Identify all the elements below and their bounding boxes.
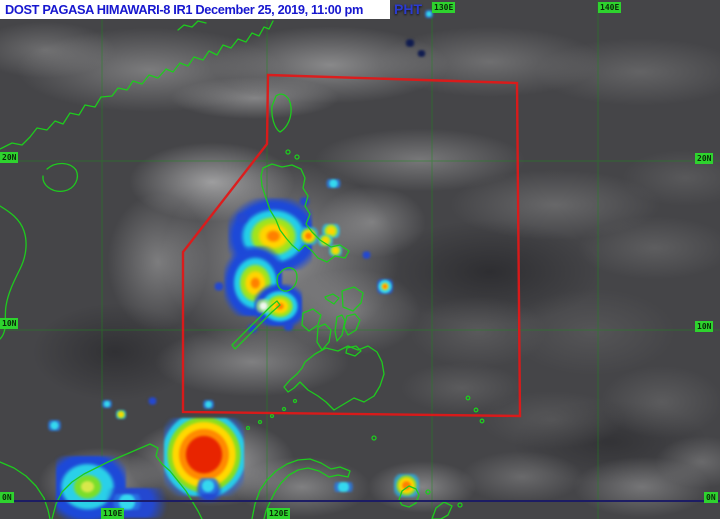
grid-label-130e: 130E	[432, 2, 456, 13]
convection-dash-cyan	[333, 482, 354, 492]
island-mindoro	[276, 267, 298, 292]
coastline-china	[0, 20, 274, 150]
convection-speck-8	[48, 420, 61, 431]
island-bohol	[345, 345, 362, 357]
island-palawan	[231, 300, 281, 350]
grid-label-20n-left: 20N	[0, 152, 19, 163]
island-speck	[479, 418, 485, 424]
island-borneo	[51, 443, 203, 519]
convection-speck-2	[236, 213, 248, 223]
island-speck	[294, 154, 300, 160]
convection-speck-1	[326, 179, 341, 188]
island-speck	[371, 435, 377, 441]
island-hainan	[42, 162, 79, 192]
island-panay	[301, 308, 322, 332]
convection-tail-cyan	[198, 478, 218, 494]
island-speck	[473, 407, 479, 413]
island-speck	[425, 489, 431, 495]
convection-cell-east-1	[299, 227, 318, 245]
convection-speck-12	[203, 400, 214, 409]
grid-label-10n-left: 10N	[0, 318, 19, 329]
island-speck	[245, 425, 251, 431]
convection-speck-3	[299, 197, 310, 206]
grid-label-140e: 140E	[598, 2, 622, 13]
island-speck	[292, 398, 298, 404]
image-title: DOST PAGASA HIMAWARI-8 IR1 December 25, …	[5, 2, 364, 17]
grid-label-0n-right: 0N	[704, 492, 718, 503]
grid-label-20n-right: 20N	[695, 153, 714, 164]
convection-speck-11	[148, 397, 157, 405]
island-mindanao	[283, 345, 385, 411]
island-speck	[269, 413, 275, 419]
island-samar	[341, 286, 364, 312]
island-halmahera	[398, 485, 420, 508]
island-luzon	[260, 163, 350, 263]
coastline-vietnam	[0, 205, 27, 340]
grid-label-10n-right: 10N	[695, 321, 714, 332]
island-negros	[316, 323, 332, 351]
par-boundary	[181, 73, 522, 418]
convection-cell-far-east	[377, 279, 393, 294]
convection-speck-13	[425, 10, 433, 18]
title-bar: DOST PAGASA HIMAWARI-8 IR1 December 25, …	[0, 0, 390, 19]
convection-speck-6	[214, 282, 224, 291]
convection-cell-east-3	[318, 235, 333, 246]
island-speck	[457, 502, 463, 508]
island-masbate	[324, 293, 340, 305]
cloud-speck-dark-2	[417, 50, 426, 57]
coastline-malaysia	[0, 461, 51, 519]
island-speck	[281, 406, 287, 412]
coastlines	[0, 11, 485, 519]
convection-speck-7	[362, 251, 371, 259]
island-sulawesi	[251, 458, 351, 519]
island-speck	[465, 395, 471, 401]
island-small-east	[431, 501, 453, 519]
island-speck	[285, 149, 291, 155]
island-leyte	[343, 313, 361, 336]
convection-cell-sulawesi	[394, 474, 419, 497]
island-speck	[257, 419, 263, 425]
cloud-speck-dark-1	[405, 39, 415, 47]
grid-label-120e: 120E	[267, 508, 291, 519]
convection-speck-4	[283, 322, 294, 331]
grid-label-0n-left: 0N	[0, 492, 14, 503]
grid-label-110e: 110E	[101, 508, 125, 519]
convection-speck-9	[116, 410, 126, 419]
island-taiwan	[271, 93, 292, 133]
convection-cell-east-4	[329, 245, 342, 256]
convection-speck-10	[102, 400, 112, 408]
convection-cell-east-2	[322, 224, 340, 238]
convection-speck-5	[247, 324, 258, 333]
timezone-label: PHT	[394, 1, 422, 17]
island-cebu	[334, 314, 346, 342]
